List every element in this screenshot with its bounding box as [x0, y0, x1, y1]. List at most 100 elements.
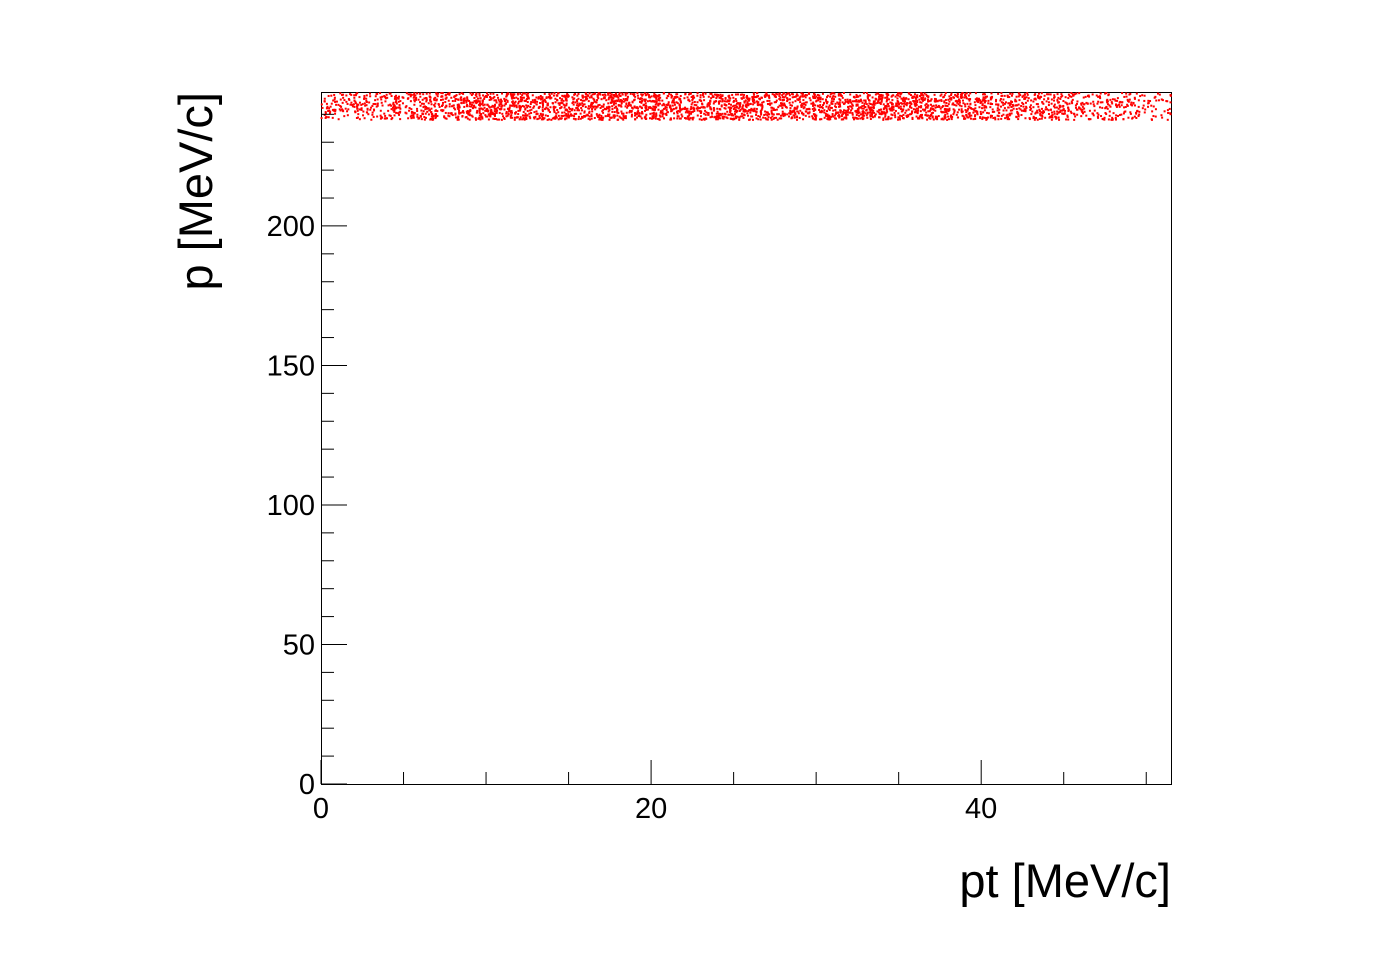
data-point: [565, 102, 568, 105]
data-point: [1101, 106, 1104, 109]
data-point: [397, 106, 400, 109]
data-point: [333, 93, 336, 96]
data-point: [1003, 107, 1006, 110]
data-point: [672, 101, 675, 104]
data-point: [845, 114, 848, 117]
data-point: [546, 102, 549, 105]
data-point: [466, 96, 469, 99]
data-point: [692, 116, 695, 119]
data-point: [481, 101, 484, 104]
data-point: [834, 95, 837, 98]
data-point: [448, 115, 451, 118]
data-point: [581, 102, 584, 105]
data-point: [790, 104, 793, 107]
data-point: [870, 112, 873, 115]
data-point: [379, 114, 382, 117]
data-point: [398, 111, 401, 114]
data-point: [855, 117, 858, 120]
data-point: [624, 105, 627, 108]
data-point: [1111, 118, 1114, 121]
data-point: [912, 99, 915, 102]
data-point: [698, 107, 701, 110]
data-point: [655, 114, 658, 117]
data-point: [412, 116, 415, 119]
data-point: [536, 118, 539, 121]
data-point: [1080, 103, 1083, 106]
data-point: [723, 115, 726, 118]
data-point: [1056, 113, 1059, 116]
data-point: [523, 105, 526, 108]
data-point: [914, 110, 917, 113]
data-point: [525, 98, 528, 101]
data-point: [850, 109, 853, 112]
data-point: [1109, 98, 1112, 101]
data-point: [436, 114, 439, 117]
data-point: [571, 102, 574, 105]
data-point: [626, 92, 629, 95]
data-point: [770, 106, 773, 109]
data-point: [371, 111, 374, 114]
data-point: [412, 114, 415, 117]
data-point: [939, 94, 942, 97]
data-point: [788, 112, 791, 115]
data-point: [607, 102, 610, 105]
data-point: [717, 112, 720, 115]
data-point: [525, 114, 528, 117]
data-point: [877, 99, 880, 102]
data-point: [724, 97, 727, 100]
data-point: [1147, 105, 1150, 108]
data-point: [328, 107, 331, 110]
data-point: [740, 112, 743, 115]
data-point: [1143, 94, 1146, 97]
data-point: [496, 118, 499, 121]
data-point: [991, 110, 994, 113]
data-point: [781, 98, 784, 101]
data-point: [902, 100, 905, 103]
data-point: [488, 106, 491, 109]
data-point: [816, 104, 819, 107]
data-point: [565, 99, 568, 102]
data-point: [710, 92, 713, 95]
data-point: [906, 102, 909, 105]
data-point: [685, 107, 688, 110]
data-point: [478, 116, 481, 119]
data-point: [972, 118, 975, 121]
data-point: [533, 111, 536, 114]
data-point: [1026, 93, 1029, 96]
data-point: [989, 114, 992, 117]
data-point: [756, 104, 759, 107]
data-point: [1000, 114, 1003, 117]
data-point: [366, 107, 369, 110]
data-point: [729, 107, 732, 110]
data-point: [907, 114, 910, 117]
data-point: [484, 109, 487, 112]
data-point: [981, 118, 984, 121]
data-point: [758, 115, 761, 118]
data-point: [653, 109, 656, 112]
data-point: [729, 97, 732, 100]
data-point: [327, 94, 330, 97]
data-point: [846, 113, 849, 116]
data-point: [755, 117, 758, 120]
data-point: [932, 118, 935, 121]
data-point: [900, 102, 903, 105]
data-point: [627, 103, 630, 106]
data-point: [982, 99, 985, 102]
data-point: [857, 112, 860, 115]
data-point: [981, 104, 984, 107]
data-point: [469, 109, 472, 112]
data-point: [384, 114, 387, 117]
data-point: [818, 118, 821, 121]
data-point: [360, 107, 363, 110]
data-point: [607, 98, 610, 101]
data-point: [808, 115, 811, 118]
data-point: [572, 101, 575, 104]
data-point: [395, 107, 398, 110]
data-point: [425, 106, 428, 109]
data-point: [541, 116, 544, 119]
data-point: [829, 118, 832, 121]
data-point: [717, 94, 720, 97]
data-point: [606, 107, 609, 110]
data-point: [480, 115, 483, 118]
data-point: [858, 111, 861, 114]
